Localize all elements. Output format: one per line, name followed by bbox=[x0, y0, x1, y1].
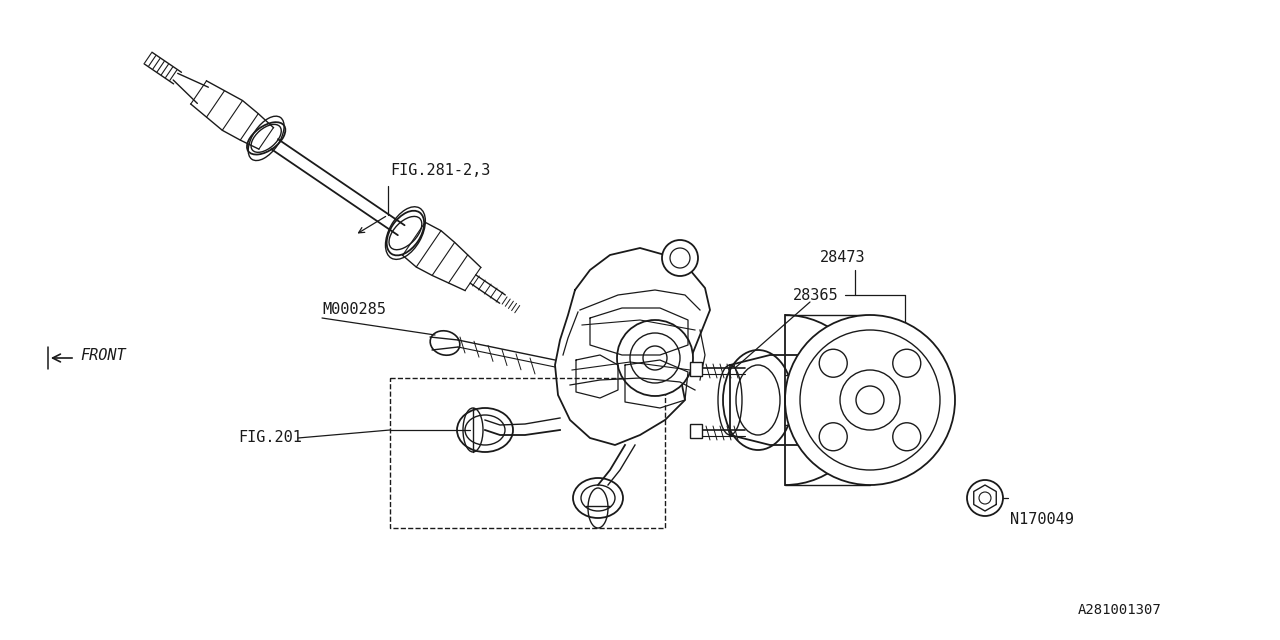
Text: N170049: N170049 bbox=[1010, 513, 1074, 527]
Text: FRONT: FRONT bbox=[79, 348, 125, 362]
Circle shape bbox=[819, 423, 847, 451]
Bar bbox=[690, 362, 701, 376]
Circle shape bbox=[630, 333, 680, 383]
Circle shape bbox=[856, 386, 884, 414]
Bar bbox=[390, 378, 666, 528]
Text: A281001307: A281001307 bbox=[1078, 603, 1162, 617]
Circle shape bbox=[819, 349, 847, 377]
Circle shape bbox=[892, 349, 920, 377]
Circle shape bbox=[979, 492, 991, 504]
Text: FIG.201: FIG.201 bbox=[238, 431, 302, 445]
Circle shape bbox=[800, 330, 940, 470]
Text: 28365: 28365 bbox=[794, 289, 838, 303]
Text: M000285: M000285 bbox=[323, 303, 385, 317]
Text: FIG.281-2,3: FIG.281-2,3 bbox=[390, 163, 490, 178]
Text: 28473: 28473 bbox=[820, 250, 865, 266]
Bar bbox=[690, 424, 701, 438]
Circle shape bbox=[669, 248, 690, 268]
Circle shape bbox=[892, 423, 920, 451]
Circle shape bbox=[643, 346, 667, 370]
Circle shape bbox=[966, 480, 1004, 516]
Circle shape bbox=[662, 240, 698, 276]
Circle shape bbox=[840, 370, 900, 430]
Circle shape bbox=[785, 315, 955, 485]
Circle shape bbox=[617, 320, 692, 396]
